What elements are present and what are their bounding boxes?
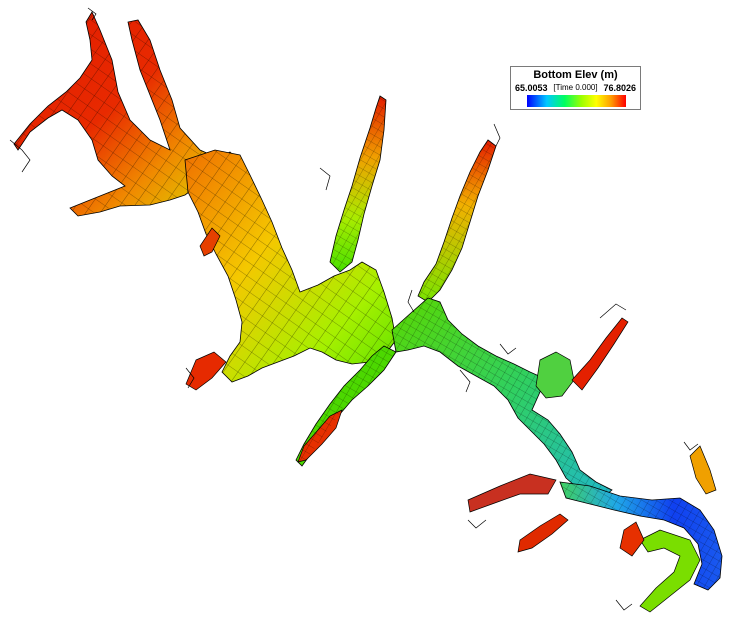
legend-max-label: 76.8026 [603, 83, 636, 93]
shoreline-outline [9, 7, 699, 611]
main-reservoir-body [184, 149, 397, 391]
legend-title: Bottom Elev (m) [533, 69, 618, 81]
legend-color-bar [527, 95, 626, 107]
southwest-arm [295, 345, 397, 467]
legend-time-label: [Time 0.000] [553, 83, 598, 92]
legend-min-label: 65.0053 [515, 83, 548, 93]
color-legend: Bottom Elev (m) 65.0053 [Time 0.000] 76.… [510, 66, 641, 110]
middle-arm [329, 95, 387, 273]
northwest-arms [13, 11, 241, 217]
southeast-deep-section [467, 445, 723, 613]
river-channel [391, 297, 629, 501]
eastern-north-arm [417, 139, 497, 303]
